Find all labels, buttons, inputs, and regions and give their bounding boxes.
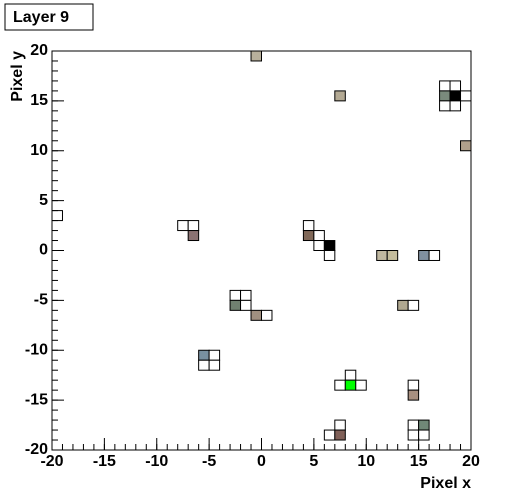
cell (334, 419, 346, 431)
cell (449, 100, 462, 112)
y-axis-title: Pixel y (9, 51, 26, 102)
y-tick-label: 10 (30, 142, 48, 159)
cell (407, 419, 420, 431)
cell (407, 299, 420, 311)
y-tick-label: 15 (30, 92, 48, 109)
cell (334, 379, 346, 391)
cell (229, 289, 242, 301)
cell (439, 100, 451, 112)
cell (51, 210, 63, 222)
x-tick-label: -15 (93, 453, 116, 470)
cell (313, 230, 325, 242)
cell (418, 429, 430, 441)
cell (250, 50, 262, 62)
x-tick-label: 0 (257, 453, 266, 470)
x-tick-label: -10 (145, 453, 168, 470)
cell (240, 289, 252, 301)
cell (460, 90, 472, 102)
cell (240, 299, 252, 311)
y-tick-label: -10 (25, 341, 48, 358)
cell (449, 80, 462, 92)
x-axis-title: Pixel x (420, 475, 471, 492)
cell (397, 299, 409, 311)
x-tick-label: -5 (202, 453, 216, 470)
x-tick-label: 10 (357, 453, 375, 470)
y-tick-label: -5 (34, 292, 48, 309)
cell (323, 240, 336, 251)
cell (418, 250, 430, 261)
cell (344, 369, 357, 381)
cell (187, 230, 200, 242)
cell (323, 429, 336, 441)
cell (198, 359, 210, 371)
cell (449, 90, 462, 102)
cell (313, 240, 325, 251)
cell (187, 220, 200, 232)
cell (198, 349, 210, 361)
cell (302, 220, 315, 232)
cell (460, 140, 472, 152)
cell (334, 90, 346, 102)
title-box (4, 3, 94, 31)
x-tick-label: 15 (410, 453, 428, 470)
cell (355, 379, 367, 391)
y-tick-label: 20 (30, 42, 48, 59)
cell (439, 80, 451, 92)
cell (407, 389, 420, 401)
cell (302, 230, 315, 242)
y-tick-label: -20 (25, 441, 48, 458)
cell (229, 299, 242, 311)
cell (344, 379, 357, 391)
cell (418, 419, 430, 431)
cell (250, 309, 262, 321)
plot-border (51, 50, 472, 451)
cell (177, 220, 189, 232)
cell (407, 379, 420, 391)
cell (261, 309, 273, 321)
cell (428, 250, 441, 261)
cell (334, 429, 346, 441)
cell (439, 90, 451, 102)
cell (208, 359, 221, 371)
chart-title: Layer 9 (13, 9, 69, 26)
y-tick-label: 5 (39, 192, 48, 209)
cell (376, 250, 388, 261)
x-tick-label: -20 (40, 453, 63, 470)
cell (386, 250, 399, 261)
cell (208, 349, 221, 361)
y-tick-label: 0 (39, 242, 48, 259)
cell (407, 429, 420, 441)
x-tick-label: 5 (309, 453, 318, 470)
cell (323, 250, 336, 261)
y-tick-label: -15 (25, 391, 48, 408)
x-tick-label: 20 (462, 453, 480, 470)
